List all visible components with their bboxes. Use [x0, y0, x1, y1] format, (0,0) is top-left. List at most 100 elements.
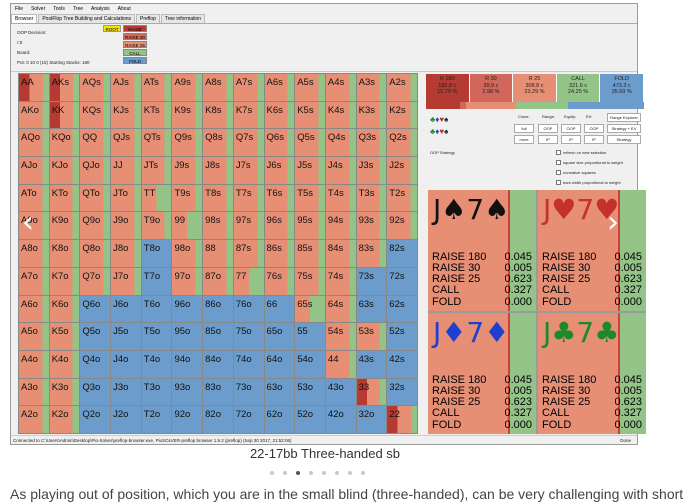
hand-cell[interactable]: T6o — [141, 295, 172, 323]
hand-cell[interactable]: J8s — [203, 157, 233, 184]
hand-cell[interactable]: Q3o — [80, 378, 111, 406]
hand-cell[interactable]: 85o — [203, 323, 233, 350]
hand-cell[interactable]: 43o — [325, 378, 356, 406]
hand-cell[interactable]: Q7s — [233, 129, 264, 157]
hand-cell[interactable]: 74s — [325, 267, 356, 295]
hand-cell[interactable]: Q5s — [295, 129, 325, 157]
hand-cell[interactable]: J2s — [387, 157, 417, 184]
hand-cell[interactable]: JTs — [141, 157, 172, 184]
hand-cell[interactable]: 86o — [203, 295, 233, 323]
hand-cell[interactable]: QTs — [141, 129, 172, 157]
hand-cell[interactable]: JJ — [111, 157, 141, 184]
hand-cell[interactable]: QTo — [80, 184, 111, 212]
tree-action-node[interactable]: RAISE 180 — [123, 25, 147, 39]
hand-cell[interactable]: T9o — [141, 212, 172, 240]
hand-cell[interactable]: 93s — [356, 212, 387, 240]
hand-cell[interactable]: K7o — [49, 267, 80, 295]
option-checkbox[interactable]: bars width proportional to weight — [556, 180, 621, 185]
hand-cell[interactable]: KJo — [49, 157, 80, 184]
hand-cell[interactable]: 65s — [295, 295, 325, 323]
hand-cell[interactable]: T9s — [172, 184, 203, 212]
hand-cell[interactable]: 97s — [233, 212, 264, 240]
hand-cell[interactable]: 66 — [264, 295, 295, 323]
hand-cell[interactable]: T7o — [141, 267, 172, 295]
hand-cell[interactable]: 73o — [233, 378, 264, 406]
hand-cell[interactable]: 52s — [387, 323, 417, 350]
hand-cell[interactable]: 62o — [264, 406, 295, 433]
hand-cell[interactable]: A5o — [19, 323, 49, 350]
option-checkbox[interactable]: normalize squares — [556, 170, 596, 175]
hand-cell[interactable]: Q4s — [325, 129, 356, 157]
hand-cell[interactable]: K3s — [356, 101, 387, 129]
hand-cell[interactable]: 44 — [325, 350, 356, 378]
hand-cell[interactable]: T2s — [387, 184, 417, 212]
heart-icon[interactable]: ♥ — [439, 115, 445, 124]
hand-cell[interactable]: T5s — [295, 184, 325, 212]
hand-cell[interactable]: 92s — [387, 212, 417, 240]
hand-cell[interactable]: KJs — [111, 101, 141, 129]
hand-cell[interactable]: QJo — [80, 157, 111, 184]
combo-card[interactable]: J♠7♠ RAISE 180 0.045 RAISE 30 0.005 RAISE 25 0… — [428, 190, 536, 311]
spade-icon[interactable]: ♠ — [444, 115, 449, 124]
ev-ip-button[interactable]: IP — [584, 135, 604, 144]
hand-cell[interactable]: K8o — [49, 240, 80, 267]
hand-cell[interactable]: 63o — [264, 378, 295, 406]
diamond-icon[interactable]: ♦ — [435, 127, 440, 136]
hand-cell[interactable]: KQs — [80, 101, 111, 129]
hand-cell[interactable]: Q2s — [387, 129, 417, 157]
hand-cell[interactable]: T4s — [325, 184, 356, 212]
hand-cell[interactable]: A4o — [19, 350, 49, 378]
hand-cell[interactable]: K7s — [233, 101, 264, 129]
hand-cell[interactable]: KK — [49, 101, 80, 129]
hand-cell[interactable]: 96s — [264, 212, 295, 240]
hand-cell[interactable]: Q9o — [80, 212, 111, 240]
hand-cell[interactable]: 87o — [203, 267, 233, 295]
slide-dot[interactable] — [348, 471, 352, 475]
menu-item[interactable]: Analysis — [91, 6, 110, 12]
next-slide-icon[interactable]: › — [607, 205, 619, 240]
hand-cell[interactable]: KQo — [49, 129, 80, 157]
hand-cell[interactable]: T4o — [141, 350, 172, 378]
hand-cell[interactable]: A6s — [264, 74, 295, 101]
slide-dot[interactable] — [296, 471, 300, 475]
club-icon[interactable]: ♣ — [430, 127, 436, 136]
slide-dot[interactable] — [309, 471, 313, 475]
hand-cell[interactable]: 65o — [264, 323, 295, 350]
hand-cell[interactable]: 98o — [172, 240, 203, 267]
hand-cell[interactable]: KTo — [49, 184, 80, 212]
hand-cell[interactable]: 77 — [233, 267, 264, 295]
hand-cell[interactable]: 64s — [325, 295, 356, 323]
hand-cell[interactable]: T2o — [141, 406, 172, 433]
combo-card[interactable]: J♥7♥ RAISE 180 0.045 RAISE 30 0.005 RAISE 25 0… — [538, 190, 646, 311]
hand-cell[interactable]: 76s — [264, 267, 295, 295]
diamond-icon[interactable]: ♦ — [435, 115, 440, 124]
suit-filter[interactable]: ♣♦♥♠ ♣♦♥♠ — [430, 114, 448, 138]
hand-cell[interactable]: 97o — [172, 267, 203, 295]
clone-full-button[interactable]: full — [514, 124, 534, 133]
hand-cell[interactable]: 54o — [295, 350, 325, 378]
hand-cell[interactable]: Q3s — [356, 129, 387, 157]
prev-slide-icon[interactable]: ‹ — [22, 205, 34, 240]
hand-cell[interactable]: J9o — [111, 212, 141, 240]
hand-cell[interactable]: JTo — [111, 184, 141, 212]
hand-cell[interactable]: Q6o — [80, 295, 111, 323]
hand-cell[interactable]: 72s — [387, 267, 417, 295]
hand-cell[interactable]: QJs — [111, 129, 141, 157]
tree-action-node[interactable]: RAISE 25 — [123, 41, 147, 48]
hand-cell[interactable]: A3s — [356, 74, 387, 101]
hand-cell[interactable]: Q5o — [80, 323, 111, 350]
slide-dot[interactable] — [335, 471, 339, 475]
range-ip-button[interactable]: IP — [538, 135, 558, 144]
hand-cell[interactable]: 94o — [172, 350, 203, 378]
hand-cell[interactable]: 88 — [203, 240, 233, 267]
hand-cell[interactable]: T5o — [141, 323, 172, 350]
menu-item[interactable]: File — [15, 6, 24, 12]
hand-cell[interactable]: 75o — [233, 323, 264, 350]
hand-cell[interactable]: J8o — [111, 240, 141, 267]
slide-dot[interactable] — [283, 471, 287, 475]
tab[interactable]: Preflop — [136, 14, 160, 23]
hand-cell[interactable]: K2o — [49, 406, 80, 433]
hand-cell[interactable]: 43s — [356, 350, 387, 378]
hand-cell[interactable]: A3o — [19, 378, 49, 406]
hand-cell[interactable]: 84o — [203, 350, 233, 378]
